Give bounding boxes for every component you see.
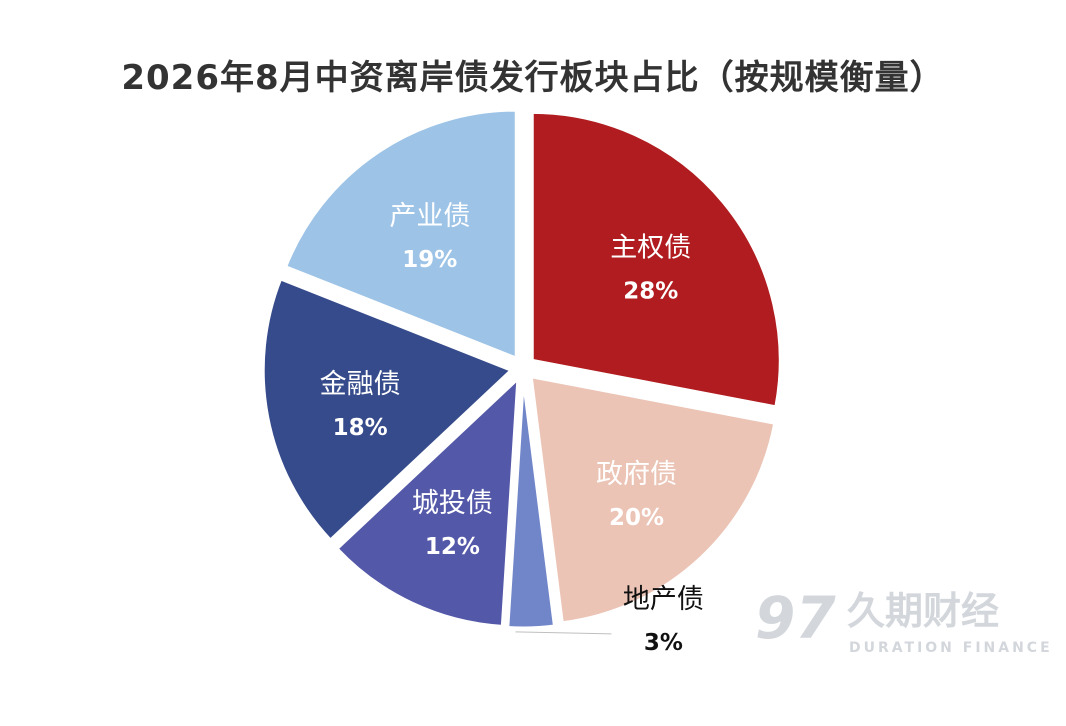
pie-slice <box>283 108 518 361</box>
pie-slice <box>506 379 557 630</box>
pie-slice <box>529 374 777 625</box>
slice-percent-label: 12% <box>425 534 480 560</box>
slice-name-label: 金融债 <box>320 369 401 400</box>
leader-line <box>515 631 612 635</box>
watermark-brand-cn: 久期财经 <box>847 589 999 633</box>
pie-slices <box>261 108 782 630</box>
slice-percent-label: 3% <box>644 630 683 656</box>
slice-percent-label: 19% <box>402 247 457 273</box>
slice-name-label: 政府债 <box>596 459 677 490</box>
pie-slice <box>530 110 782 409</box>
slice-name-label: 城投债 <box>412 488 493 519</box>
chart-title: 2026年8月中资离岸债发行板块占比（按规模衡量） <box>121 58 945 98</box>
slice-percent-label: 28% <box>623 278 678 304</box>
pie-slice <box>261 277 514 543</box>
slice-name-label: 产业债 <box>389 201 470 232</box>
watermark-brand-en: DURATION FINANCE <box>849 640 1053 656</box>
watermark-logo: 97 久期财经 DURATION FINANCE <box>755 584 1053 656</box>
slice-name-label: 地产债 <box>623 584 704 615</box>
pie-labels: 主权债 28% 政府债 20% 地产债 3% 城投债 12% 金融债 18% 产业债 19% <box>320 201 704 656</box>
pie-slice <box>334 375 520 628</box>
slice-percent-label: 20% <box>609 505 664 531</box>
slice-name-label: 主权债 <box>610 232 691 263</box>
watermark-logo-mark: 97 <box>755 584 836 652</box>
slice-percent-label: 18% <box>333 415 388 441</box>
